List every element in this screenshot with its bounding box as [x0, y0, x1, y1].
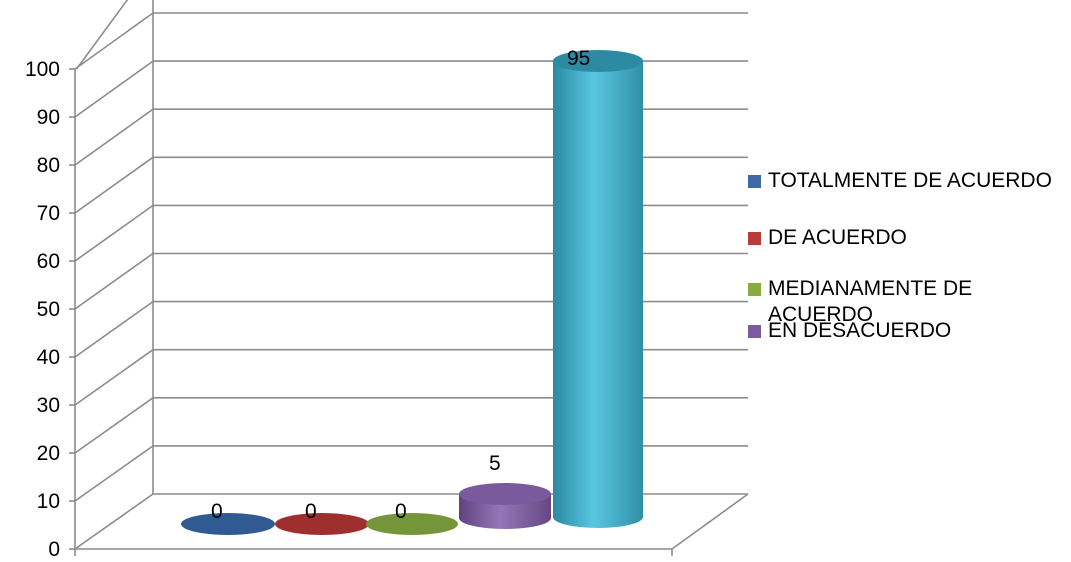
gridline-diagonal	[74, 108, 154, 166]
floor-right-edge	[671, 493, 749, 550]
legend-swatch	[748, 283, 761, 296]
bar-cylinder	[553, 50, 643, 528]
gridline-diagonal	[74, 252, 154, 310]
data-labels: 0 0 0 5 95	[211, 47, 590, 523]
bar-base	[181, 513, 275, 535]
y-tick-label: 10	[37, 490, 60, 513]
y-tick-label: 60	[37, 250, 60, 273]
legend-item-de-acuerdo: DE ACUERDO	[748, 225, 1068, 251]
gridline-diagonal	[74, 204, 154, 262]
data-label: 0	[211, 500, 223, 523]
data-label: 5	[489, 452, 501, 475]
gridline-diagonal	[74, 60, 154, 118]
bar-base	[275, 513, 369, 535]
data-label: 0	[305, 500, 317, 523]
gridline-diagonal	[74, 12, 154, 70]
legend-swatch	[748, 232, 761, 245]
chart-grid	[69, 0, 749, 556]
bar-top	[553, 50, 643, 72]
y-tick-label: 40	[37, 346, 60, 369]
legend-item-medianamente-de-acuerdo: MEDIANAMENTE DE ACUERDO	[748, 276, 1008, 328]
legend-label: MEDIANAMENTE DE ACUERDO	[768, 277, 973, 326]
gridline-diagonal	[74, 156, 154, 214]
bar-cylinder	[366, 513, 458, 535]
y-tick-label: 80	[37, 154, 60, 177]
gridline-diagonal	[74, 445, 154, 502]
gridline-diagonal	[74, 493, 154, 550]
chart-bars	[181, 50, 643, 535]
bar-base	[366, 513, 458, 535]
legend-label: DE ACUERDO	[768, 226, 907, 249]
bar-body	[553, 61, 643, 528]
bar-cylinder	[181, 513, 275, 535]
y-tick-label: 90	[37, 106, 60, 129]
y-tick-label: 70	[37, 202, 60, 225]
legend-item-en-desacuerdo: EN DESACUERDO	[748, 318, 1068, 344]
bar-cylinder	[459, 483, 551, 529]
y-axis-ticks: 0 10 20 30 40 50 60 70 80 90 100	[25, 58, 60, 561]
y-tick-label: 0	[48, 538, 60, 561]
gridline-diagonal	[74, 349, 154, 406]
gridline-diagonal	[74, 397, 154, 454]
y-tick-label: 30	[37, 394, 60, 417]
legend-label: EN DESACUERDO	[768, 319, 952, 342]
y-tick-label: 20	[37, 442, 60, 465]
legend-label: TOTALMENTE DE ACUERDO	[768, 169, 1052, 192]
gridline-diagonal	[75, 0, 129, 70]
y-tick-label: 50	[37, 298, 60, 321]
gridline-diagonal	[74, 300, 154, 358]
legend-item-totalmente-de-acuerdo: TOTALMENTE DE ACUERDO	[748, 168, 1068, 194]
legend-swatch	[748, 175, 761, 188]
bar-top	[459, 483, 551, 505]
bar-cylinder	[275, 513, 369, 535]
data-label: 0	[395, 500, 407, 523]
chart-legend: TOTALMENTE DE ACUERDO DE ACUERDO MEDIANA…	[748, 168, 1068, 344]
legend-swatch	[748, 325, 761, 338]
y-tick-label: 100	[25, 58, 60, 81]
data-label: 95	[567, 47, 590, 70]
